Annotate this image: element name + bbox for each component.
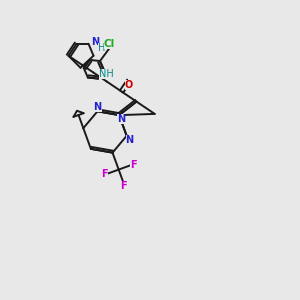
Text: N: N (93, 102, 101, 112)
Text: F: F (120, 181, 126, 191)
Text: Cl: Cl (104, 39, 115, 49)
Text: N: N (126, 135, 134, 145)
Text: H: H (98, 43, 105, 53)
Text: F: F (130, 160, 136, 170)
Text: N: N (117, 114, 125, 124)
Text: N: N (92, 37, 100, 47)
Text: F: F (101, 169, 108, 179)
Text: NH: NH (99, 70, 114, 80)
Text: O: O (125, 80, 133, 90)
